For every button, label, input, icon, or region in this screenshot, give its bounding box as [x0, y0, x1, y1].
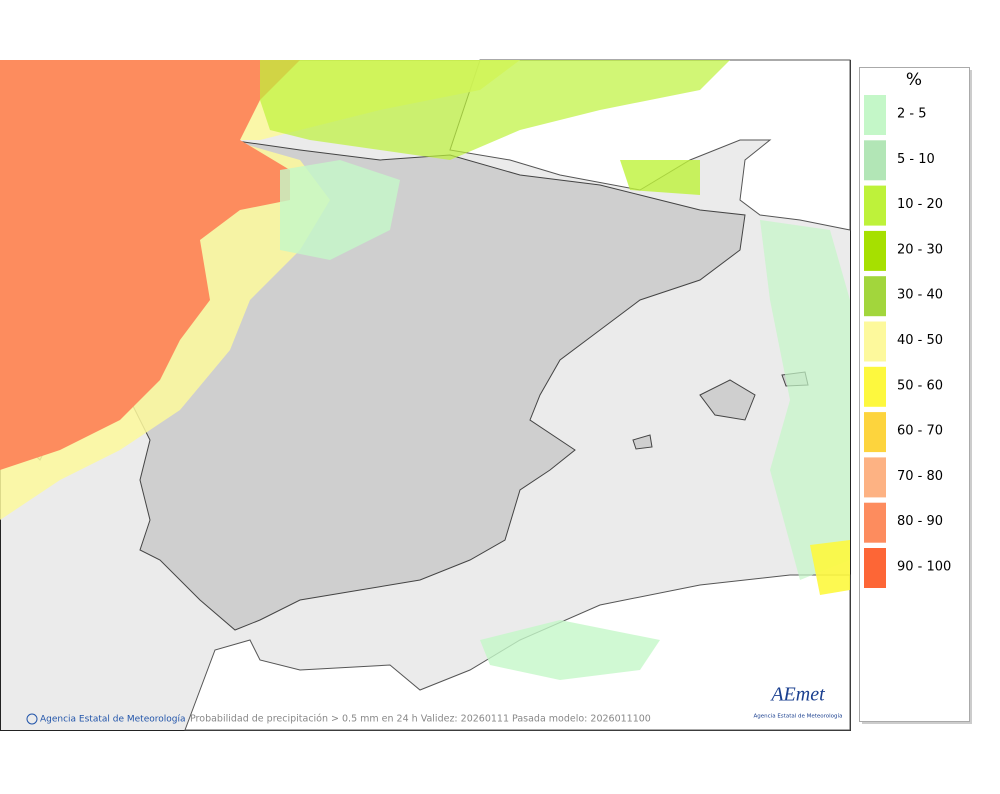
zone-10-20: [260, 60, 730, 160]
zone-africa: [480, 620, 660, 680]
copyright-icon: [26, 713, 38, 725]
zone-east-sea: [760, 220, 850, 580]
legend-label: 70 - 80: [897, 469, 943, 484]
legend-swatch: [864, 230, 886, 271]
legend-label: 20 - 30: [897, 242, 943, 257]
map: Agencia Estatal de Meteorología Probabil…: [0, 59, 851, 731]
legend-label: 50 - 60: [897, 378, 943, 393]
legend-title: %: [906, 70, 922, 90]
legend-swatch: [864, 140, 886, 181]
logo-box: [755, 680, 841, 724]
legend-swatch: [864, 321, 886, 362]
legend-label: 5 - 10: [897, 152, 935, 167]
legend-swatch: [864, 502, 886, 543]
logo: AEmet: [769, 684, 825, 706]
legend-swatch: [864, 185, 886, 226]
legend-swatch: [864, 412, 886, 453]
legend-swatch: [864, 457, 886, 498]
credit: Agencia Estatal de Meteorología: [40, 715, 186, 725]
zone-algeria: [810, 540, 850, 595]
zone-north-catalonia: [620, 160, 700, 195]
legend-swatch: [864, 548, 886, 588]
legend-swatch: [864, 95, 886, 135]
legend-swatch: [864, 276, 886, 317]
legend: % 2 - 5 5 - 10 10 - 20 20 - 30 30 - 40 40 - 5…: [859, 67, 972, 724]
mallorca: [699, 379, 756, 421]
legend-label: 30 - 40: [897, 288, 943, 303]
legend-label: 60 - 70: [897, 424, 943, 439]
legend-label: 40 - 50: [897, 333, 943, 348]
ibiza: [632, 434, 653, 450]
legend-label: 2 - 5: [897, 107, 927, 122]
legend-label: 80 - 90: [897, 514, 943, 529]
logo-subtitle: Agencia Estatal de Meteorología: [754, 713, 843, 720]
caption: Probabilidad de precipitación > 0.5 mm e…: [190, 714, 651, 725]
zone-2-5: [280, 160, 400, 260]
legend-swatch: [864, 366, 886, 407]
legend-label: 90 - 100: [897, 560, 951, 575]
zone-80-90: [0, 60, 300, 470]
legend-label: 10 - 20: [897, 197, 943, 212]
